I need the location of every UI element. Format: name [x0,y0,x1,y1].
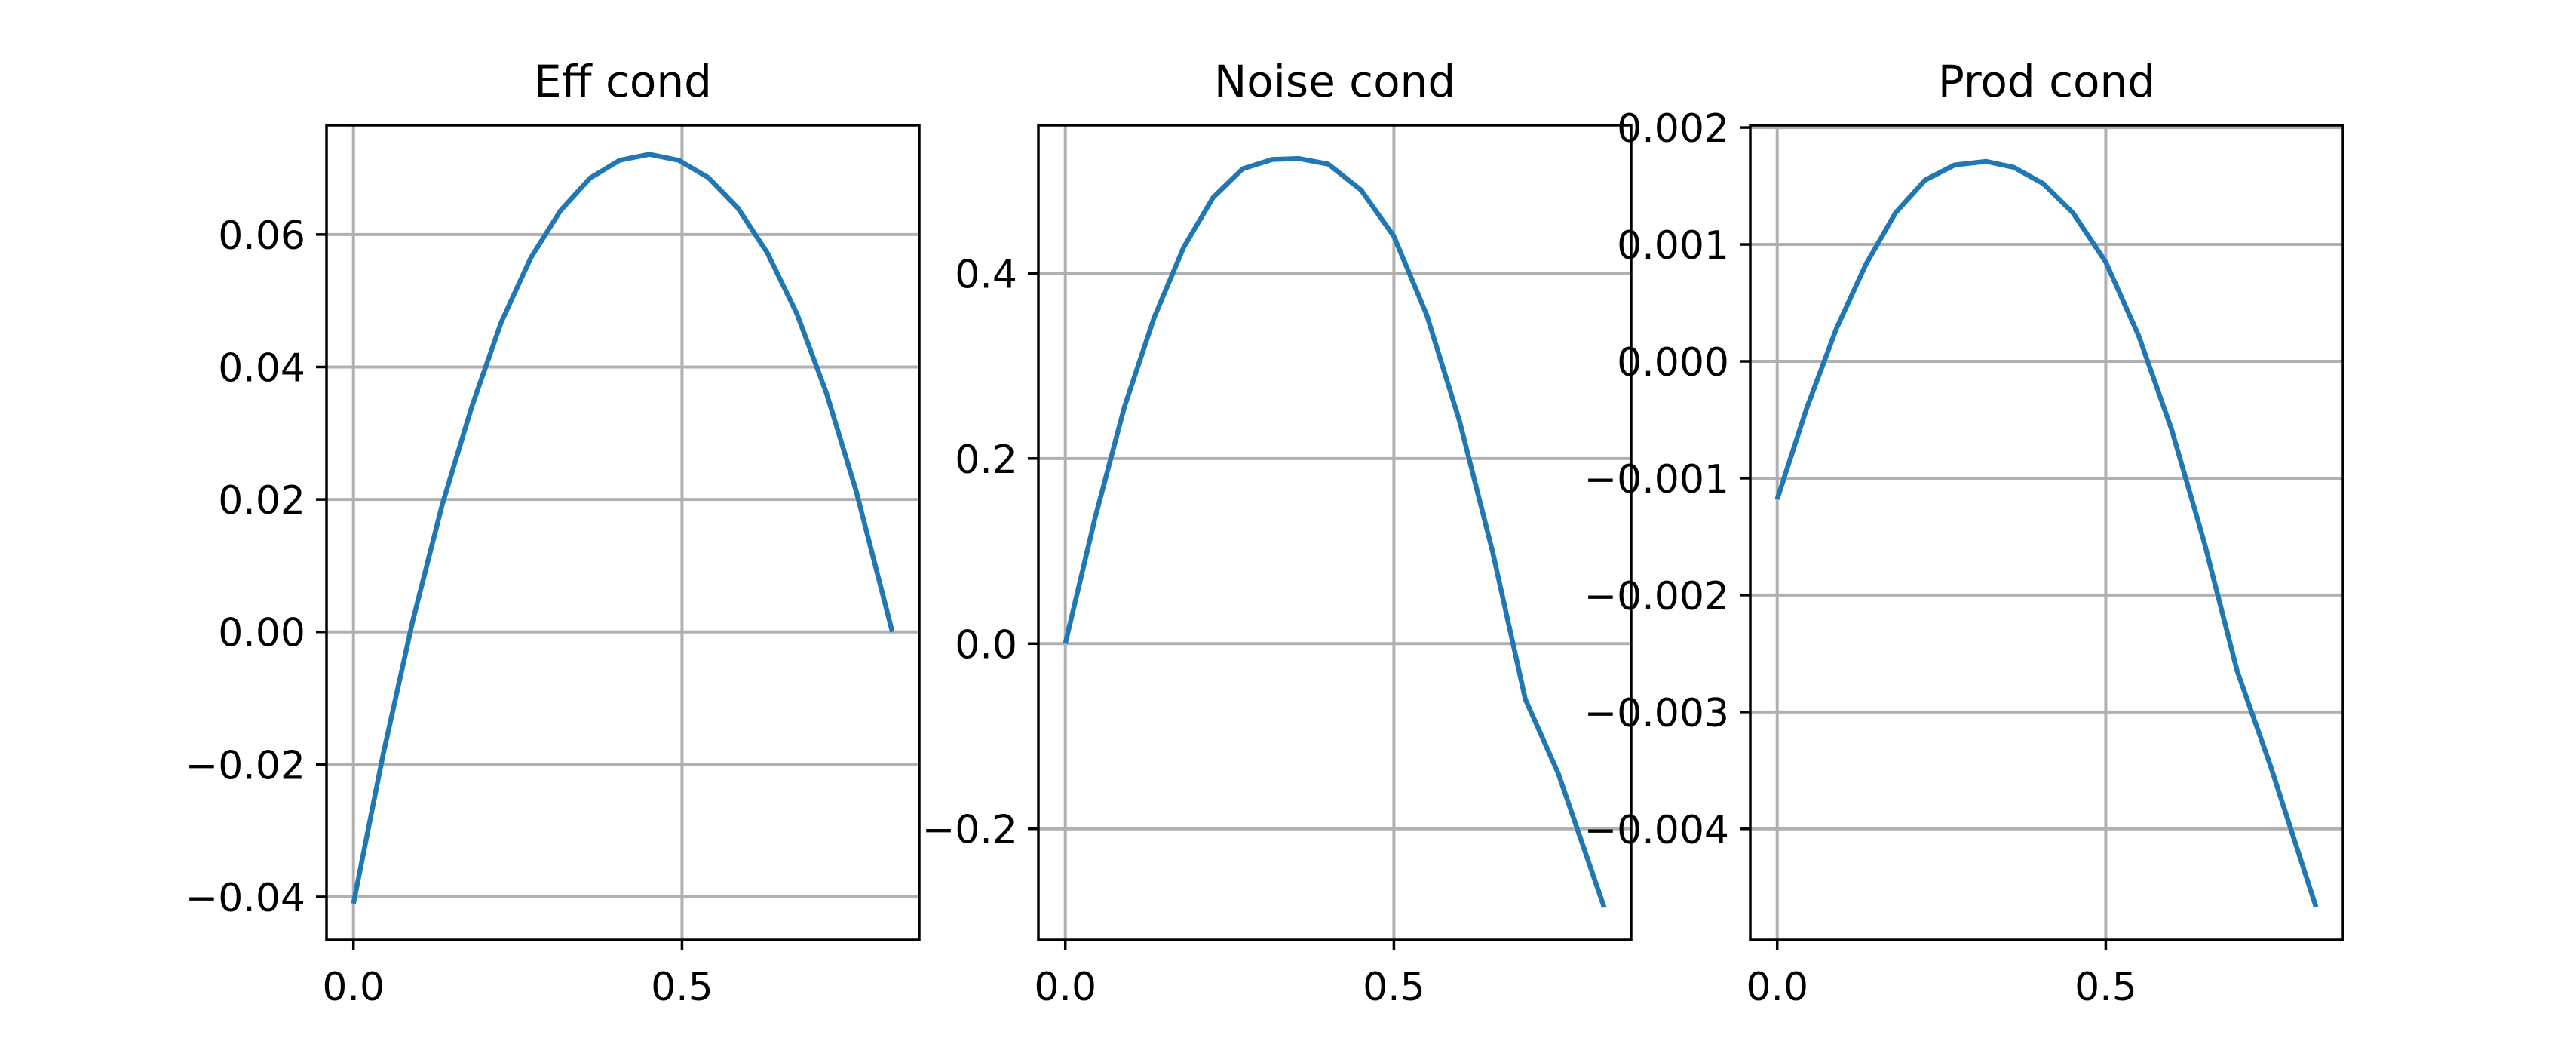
y-tick-label: 0.4 [955,252,1017,297]
x-tick-label: 0.0 [1746,965,1808,1010]
x-tick-label: 0.0 [322,965,385,1010]
chart-panel-1: 0.0 0.5 −0.04 −0.02 0.00 0.02 0.04 0.06 Eff cond [186,56,921,1010]
y-tick-label: −0.001 [1584,457,1729,502]
y-tick-label: 0.06 [218,213,305,259]
y-tick-label: −0.02 [186,743,305,788]
y-tick-label: −0.04 [186,876,305,921]
y-tick-label: 0.00 [218,611,305,656]
x-tick-label: 0.0 [1034,965,1096,1010]
series-line-1 [351,152,895,904]
axes-frame [1749,124,2344,941]
chart-title: Noise cond [1214,56,1455,107]
y-tick-label: 0.02 [218,478,305,524]
y-tick-label: 0.0 [955,622,1017,668]
y-tick-label: −0.2 [922,808,1017,853]
chart-panel-3: 0.0 0.5 −0.004 −0.003 −0.002 −0.001 0.000 0.001… [1584,56,2344,1010]
y-tick-label: 0.002 [1617,106,1729,152]
x-tick-label: 0.5 [651,965,713,1010]
axes-frame [1037,124,1633,941]
chart-panel-2: 0.0 0.5 −0.2 0.0 0.2 0.4 Noise cond [922,56,1633,1010]
y-tick-label: −0.003 [1584,691,1729,736]
series-line-1 [1063,155,1607,909]
axes-frame [325,124,921,941]
y-tick-label: 0.04 [218,345,305,391]
chart-title: Prod cond [1938,56,2155,107]
series-line-1 [1774,158,2319,908]
x-tick-label: 0.5 [1363,965,1425,1010]
chart-title: Eff cond [534,56,712,107]
y-tick-label: 0.2 [955,438,1017,483]
y-tick-label: −0.004 [1584,808,1729,853]
y-tick-label: −0.002 [1584,574,1729,619]
x-tick-label: 0.5 [2075,965,2137,1010]
y-tick-label: 0.000 [1617,340,1729,385]
y-tick-label: 0.001 [1617,223,1729,269]
